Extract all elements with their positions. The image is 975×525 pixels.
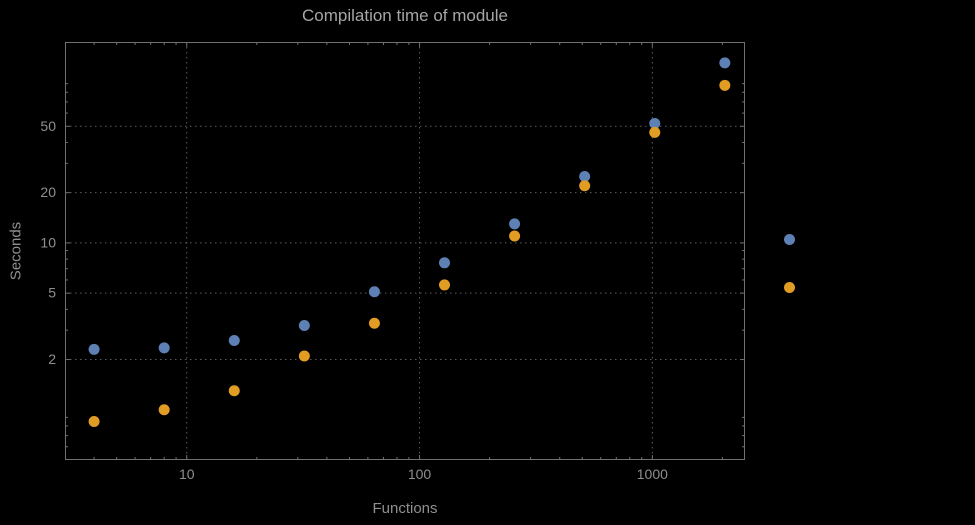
data-point-orange xyxy=(158,404,170,416)
legend-marker-series-blue xyxy=(784,234,795,245)
data-point-blue xyxy=(298,319,310,331)
data-point-blue xyxy=(158,342,170,354)
y-tick-label: 10 xyxy=(40,234,56,250)
plot-frame xyxy=(65,42,745,460)
data-point-blue xyxy=(649,117,661,129)
data-point-orange xyxy=(88,416,100,428)
chart-title: Compilation time of module xyxy=(302,6,508,25)
y-tick-label: 50 xyxy=(40,118,56,134)
y-axis-label: Seconds xyxy=(7,221,25,281)
data-point-blue xyxy=(228,335,240,347)
plot-area: 10 100 1000 2 5 10 20 50 xyxy=(40,42,745,482)
data-point-orange xyxy=(368,317,380,329)
data-point-orange xyxy=(509,230,521,242)
x-tick-label: 10 xyxy=(179,466,195,482)
x-axis-label: Functions xyxy=(372,500,438,517)
data-point-blue xyxy=(88,343,100,355)
data-point-blue xyxy=(509,218,521,230)
data-point-orange xyxy=(228,385,240,397)
data-point-orange xyxy=(439,279,451,291)
chart-legend xyxy=(784,234,795,293)
y-tick-label: 2 xyxy=(48,351,56,367)
data-point-blue xyxy=(579,171,591,183)
data-point-blue xyxy=(439,257,451,269)
y-tick-label: 20 xyxy=(40,184,56,200)
data-point-blue xyxy=(368,286,380,298)
x-tick-label: 1000 xyxy=(637,466,668,482)
data-point-orange xyxy=(649,126,661,138)
data-point-orange xyxy=(719,79,731,91)
x-tick-label: 100 xyxy=(408,466,432,482)
data-point-orange xyxy=(579,180,591,192)
y-tick-label: 5 xyxy=(48,285,56,301)
data-point-orange xyxy=(298,350,310,362)
legend-marker-series-orange xyxy=(784,282,795,293)
data-point-blue xyxy=(719,57,731,69)
